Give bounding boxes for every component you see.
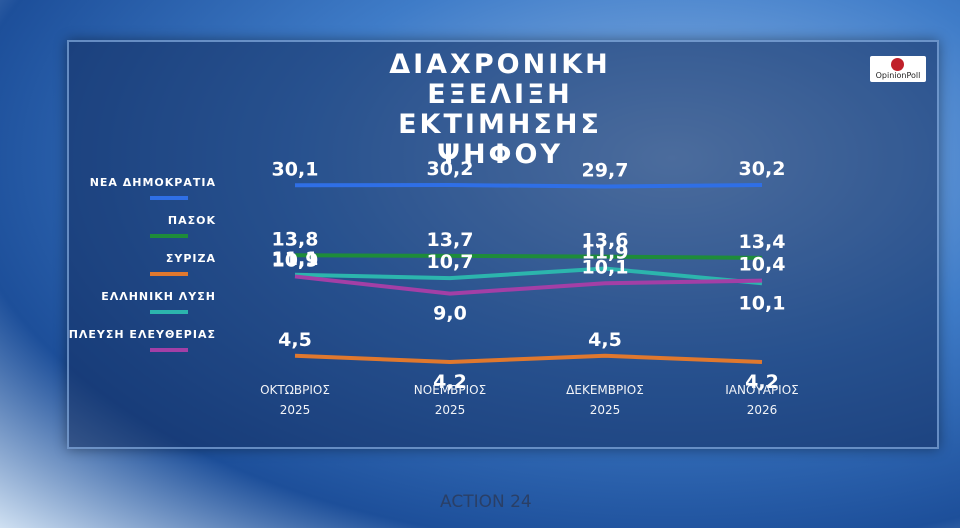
channel-logo: ACTION 24 — [440, 492, 532, 512]
x-tick-label: ΙΑΝΟΥΑΡΙΟΣ 2026 — [725, 383, 799, 417]
series-line — [294, 266, 763, 286]
series-line — [294, 353, 763, 365]
data-label: 10,9 — [272, 249, 319, 271]
legend-label: ΝΕΑ ΔΗΜΟΚΡΑΤΙΑ — [90, 176, 216, 189]
x-tick-label: ΝΟΕΜΒΡΙΟΣ 2025 — [413, 383, 487, 417]
data-label: 11,9 — [582, 242, 629, 264]
data-label: 30,1 — [272, 158, 319, 180]
data-label: 13,4 — [739, 231, 786, 253]
data-label: 4,2 — [433, 371, 467, 393]
data-label: 11,1 — [272, 248, 319, 270]
data-label: 4,5 — [278, 329, 312, 351]
data-label: 13,6 — [582, 230, 629, 252]
x-tick-label: ΔΕΚΕΜΒΡΙΟΣ 2025 — [566, 383, 644, 417]
data-label: 30,2 — [427, 158, 474, 180]
data-label: 13,7 — [427, 229, 474, 251]
data-label: 29,7 — [582, 159, 629, 181]
data-label: 10,4 — [739, 254, 786, 276]
legend-label: ΕΛΛΗΝΙΚΗ ΛΥΣΗ — [101, 290, 216, 303]
legend-label: ΠΑΣΟΚ — [168, 214, 216, 227]
data-label: 10,7 — [427, 251, 474, 273]
series-line — [294, 182, 763, 189]
data-label: 10,1 — [582, 256, 629, 278]
series-line — [294, 274, 763, 296]
x-tick-label: ΟΚΤΩΒΡΙΟΣ 2025 — [260, 383, 330, 417]
chart-title: ΔΙΑΧΡΟΝΙΚΗ ΕΞΕΛΙΞΗ ΕΚΤΙΜΗΣΗΣ ΨΗΦΟΥ — [389, 49, 611, 170]
series-line — [294, 253, 763, 260]
data-label: 9,0 — [433, 303, 467, 325]
panel — [67, 40, 939, 449]
data-label: 30,2 — [739, 158, 786, 180]
data-label: 4,2 — [745, 371, 779, 393]
data-label: 13,8 — [272, 228, 319, 250]
pollster-logo: OpinionPoll — [870, 56, 926, 82]
data-label: 10,1 — [739, 292, 786, 314]
data-label: 4,5 — [588, 329, 622, 351]
legend-label: ΣΥΡΙΖΑ — [166, 252, 216, 265]
legend-label: ΠΛΕΥΣΗ ΕΛΕΥΘΕΡΙΑΣ — [69, 328, 216, 341]
